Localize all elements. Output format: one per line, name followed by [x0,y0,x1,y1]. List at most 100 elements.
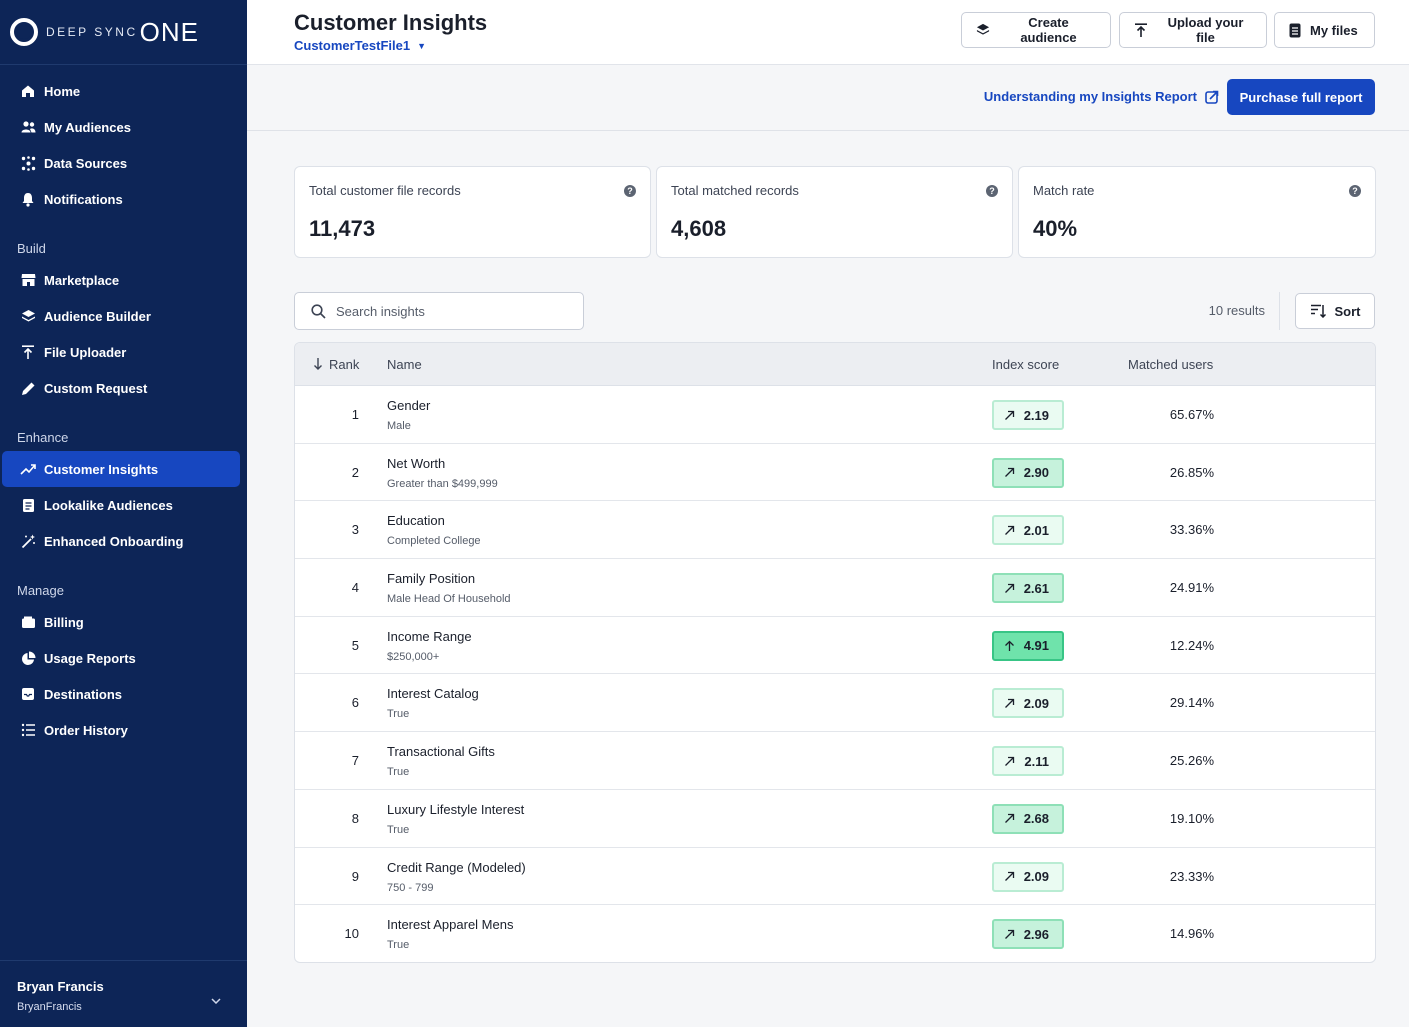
file-icon [1289,23,1301,38]
pie-icon [20,650,36,666]
list-icon [20,722,36,738]
home-icon [20,83,36,99]
trend-icon [20,461,36,477]
chevron-down-icon[interactable] [211,991,221,1009]
users-icon [20,119,36,135]
sidebar-item-customer-insights[interactable]: Customer Insights [2,451,240,487]
file-selector-label: CustomerTestFile1 [294,38,411,53]
upload-icon [1134,22,1148,38]
index-score-badge: 2.68 [992,803,1064,834]
help-icon[interactable]: ? [624,185,636,197]
row-value: 750 - 799 [387,881,434,894]
row-value: Male [387,420,411,432]
upload-file-button[interactable]: Upload your file [1119,12,1267,48]
sidebar-item-label: Audience Builder [44,308,151,324]
index-score-badge: 2.61 [992,573,1064,604]
index-score-value: 4.91 [1023,638,1049,654]
search-input[interactable] [336,303,556,319]
help-icon[interactable]: ? [986,185,998,197]
sidebar-item-file-uploader[interactable]: File Uploader [2,334,240,370]
file-selector[interactable]: CustomerTestFile1 ▼ [294,38,426,53]
sidebar-item-label: Enhanced Onboarding [44,533,184,549]
column-header-name[interactable]: Name [387,357,422,372]
table-row[interactable]: 5 Income Range $250,000+ 4.91 12.24% [295,617,1375,675]
row-matched: 19.10% [1169,810,1214,826]
sort-label: Sort [1334,303,1361,319]
table-row[interactable]: 6 Interest Catalog True 2.09 29.14% [295,674,1375,733]
column-header-index-score[interactable]: Index score [992,357,1060,372]
logo[interactable]: DEEP SYNC ONE [0,0,247,65]
index-score-value: 2.96 [1023,926,1049,942]
sidebar-item-destinations[interactable]: Destinations [2,676,240,712]
upload-file-label: Upload your file [1167,15,1244,45]
my-files-button[interactable]: My files [1274,12,1375,48]
table-row[interactable]: 7 Transactional Gifts True 2.11 25.26% [295,732,1375,790]
column-header-rank[interactable]: Rank [329,357,360,372]
store-icon [20,272,36,288]
sidebar-item-custom-request[interactable]: Custom Request [2,370,240,406]
sidebar-item-marketplace[interactable]: Marketplace [2,262,240,298]
row-value: Greater than $499,999 [387,477,498,490]
sidebar-item-notifications[interactable]: Notifications [2,181,240,217]
sidebar-item-label: Order History [44,722,128,738]
logo-text: DEEP SYNC [46,25,138,39]
insights-table: Rank Name Index score Matched users 1 Ge… [294,342,1376,963]
arrow-up-right-icon [1005,698,1015,708]
row-rank: 7 [351,753,359,769]
user-name: Bryan Francis [17,979,104,994]
page-title: Customer Insights [294,10,488,35]
create-audience-button[interactable]: Create audience [961,12,1111,48]
sidebar-item-usage-reports[interactable]: Usage Reports [2,640,240,676]
sidebar-item-label: My Audiences [44,119,131,135]
sidebar-item-lookalike-audiences[interactable]: Lookalike Audiences [2,487,240,523]
search-box[interactable] [294,292,584,330]
caret-down-icon: ▼ [417,40,426,51]
stat-card-total-records: Total customer file records ? 11,473 [294,166,651,258]
sidebar-item-order-history[interactable]: Order History [2,712,240,748]
row-matched: 12.24% [1169,637,1214,653]
column-header-matched-users[interactable]: Matched users [1128,357,1214,372]
sidebar-item-label: Home [44,83,81,99]
purchase-full-report-button[interactable]: Purchase full report [1227,79,1375,115]
sidebar-item-label: Notifications [44,191,123,207]
row-value: True [387,766,410,779]
index-score-badge: 2.01 [992,515,1064,546]
table-row[interactable]: 8 Luxury Lifestyle Interest True 2.68 19… [295,790,1375,848]
table-row[interactable]: 2 Net Worth Greater than $499,999 2.90 2… [295,444,1375,502]
table-row[interactable]: 4 Family Position Male Head Of Household… [295,559,1375,617]
network-icon [20,155,36,171]
sidebar: DEEP SYNC ONE Home My Audiences Data Sou… [0,0,247,1027]
sidebar-item-label: Destinations [44,686,123,702]
sidebar-item-home[interactable]: Home [2,73,240,109]
row-rank: 1 [351,407,359,422]
stat-label: Total customer file records [309,183,461,198]
sidebar-item-label: Custom Request [44,380,148,396]
inbox-icon [20,686,36,702]
external-link-icon [1205,90,1219,104]
sidebar-item-billing[interactable]: Billing [2,604,240,640]
sidebar-item-data-sources[interactable]: Data Sources [2,145,240,181]
layers-icon [976,23,990,37]
sort-arrow-down-icon[interactable] [313,357,323,373]
user-handle: BryanFrancis [17,1001,82,1013]
wallet-icon [20,614,36,630]
table-row[interactable]: 10 Interest Apparel Mens True 2.96 14.96… [295,905,1375,962]
table-row[interactable]: 3 Education Completed College 2.01 33.36… [295,501,1375,560]
user-menu[interactable]: Bryan Francis BryanFrancis [0,960,247,1027]
sidebar-item-enhanced-onboarding[interactable]: Enhanced Onboarding [2,523,240,559]
sidebar-item-audience-builder[interactable]: Audience Builder [2,298,240,334]
sidebar-nav: Home My Audiences Data Sources Notificat… [0,65,247,748]
table-row[interactable]: 1 Gender Male 2.19 65.67% [295,386,1375,444]
arrow-up-right-icon [1005,756,1015,766]
section-enhance: Enhance [17,430,69,445]
logo-one: ONE [139,16,199,47]
stat-value: 4,608 [671,216,727,241]
index-score-value: 2.09 [1023,869,1049,884]
index-score-value: 2.68 [1023,811,1049,827]
help-icon[interactable]: ? [1349,185,1361,197]
insights-report-link[interactable]: Understanding my Insights Report [984,89,1219,104]
sort-button[interactable]: Sort [1295,293,1375,329]
index-score-badge: 4.91 [992,630,1064,661]
sidebar-item-my-audiences[interactable]: My Audiences [2,109,240,145]
table-row[interactable]: 9 Credit Range (Modeled) 750 - 799 2.09 … [295,848,1375,906]
